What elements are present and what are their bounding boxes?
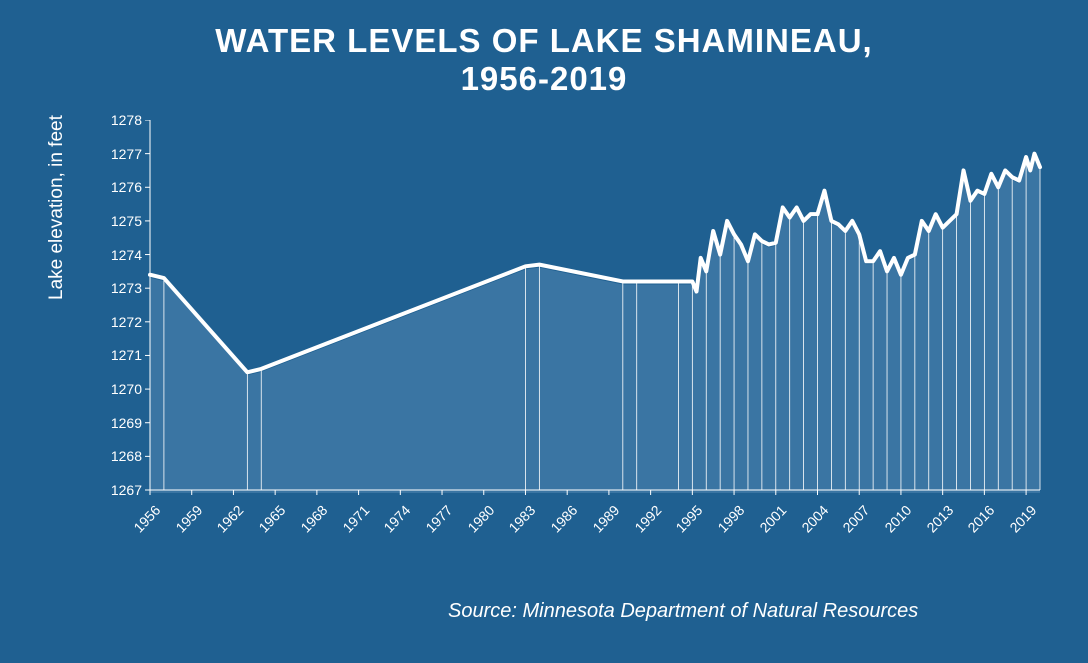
y-tick-label: 1276 — [104, 179, 142, 195]
y-tick-label: 1273 — [104, 280, 142, 296]
y-tick-label: 1272 — [104, 314, 142, 330]
y-tick-label: 1271 — [104, 347, 142, 363]
chart-svg — [70, 120, 1060, 510]
y-tick-label: 1275 — [104, 213, 142, 229]
y-axis-label: Lake elevation, in feet — [46, 115, 68, 300]
y-tick-label: 1268 — [104, 448, 142, 464]
y-tick-label: 1277 — [104, 146, 142, 162]
source-text: Source: Minnesota Department of Natural … — [448, 600, 918, 623]
y-tick-label: 1269 — [104, 415, 142, 431]
chart-title: WATER LEVELS OF LAKE SHAMINEAU,1956-2019 — [0, 0, 1088, 98]
y-tick-label: 1278 — [104, 112, 142, 128]
y-tick-label: 1270 — [104, 381, 142, 397]
area-fill — [150, 157, 1040, 493]
y-tick-label: 1267 — [104, 482, 142, 498]
y-tick-label: 1274 — [104, 247, 142, 263]
chart-area: 1267 1268 1269 1270 1271 1272 1273 1274 1275 1276… — [70, 120, 1040, 550]
